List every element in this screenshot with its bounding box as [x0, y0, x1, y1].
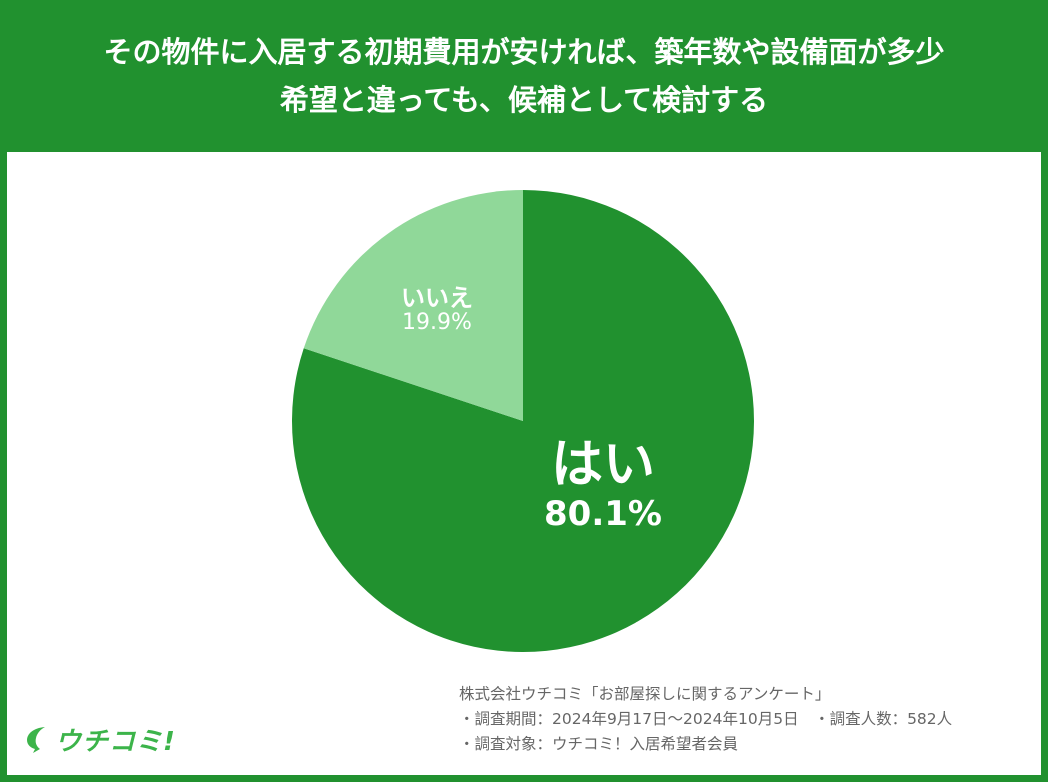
slice-label-yes: はい [550, 435, 655, 495]
pie-chart [291, 190, 755, 652]
slice-value-yes: 80.1% [544, 494, 662, 534]
title-line-2: 希望と違っても、候補として検討する [279, 83, 769, 117]
survey-target: ・調査対象：ウチコミ！入居希望者会員 [459, 735, 739, 753]
survey-source: 株式会社ウチコミ「お部屋探しに関するアンケート」 [459, 685, 831, 703]
pie-slice-no [303, 190, 523, 421]
slice-value-no: 19.9% [402, 310, 472, 335]
chart-title: その物件に入居する初期費用が安ければ、築年数や設備面が多少 希望と違っても、候補… [0, 0, 1048, 152]
uchicomi-logo: ウチコミ! [25, 721, 176, 758]
speech-bubble-icon [27, 726, 45, 753]
title-line-1: その物件に入居する初期費用が安ければ、築年数や設備面が多少 [103, 35, 945, 69]
survey-period: ・調査期間：2024年9月17日～2024年10月5日 ・調査人数：582人 [459, 710, 953, 728]
chart-panel: はい 80.1% いいえ 19.9% 株式会社ウチコミ「お部屋探しに関するアンケ… [7, 152, 1041, 775]
slice-label-no: いいえ [401, 284, 473, 312]
survey-notes: 株式会社ウチコミ「お部屋探しに関するアンケート」 ・調査期間：2024年9月17… [459, 682, 952, 757]
logo-text: ウチコミ! [55, 727, 176, 757]
